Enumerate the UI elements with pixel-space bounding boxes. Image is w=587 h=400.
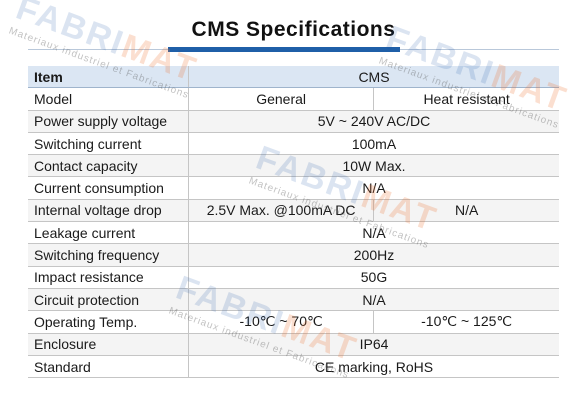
row-label: Switching frequency xyxy=(28,243,189,267)
table-row: Contact capacity 10W Max. xyxy=(28,154,559,178)
row-value: 10W Max. xyxy=(188,154,559,178)
table-row: Enclosure IP64 xyxy=(28,333,559,356)
row-value: N/A xyxy=(188,288,559,312)
row-value: N/A xyxy=(373,199,559,223)
table-row: Internal voltage drop 2.5V Max. @100mA DC… xyxy=(28,199,559,223)
table-row: Standard CE marking, RoHS xyxy=(28,355,559,379)
row-value: 200Hz xyxy=(188,243,559,267)
table-row: Switching current 100mA xyxy=(28,132,559,156)
row-value: -10℃ ~ 70℃ xyxy=(187,310,374,334)
title-underline-bar xyxy=(168,47,400,52)
row-label: Standard xyxy=(28,355,189,379)
row-label: Circuit protection xyxy=(28,288,189,312)
table-row: Leakage current N/A xyxy=(28,221,559,245)
table-header-row: Item CMS xyxy=(28,66,559,89)
table-row: Power supply voltage 5V ~ 240V AC/DC xyxy=(28,110,559,133)
row-value: N/A xyxy=(188,221,559,245)
row-value: 100mA xyxy=(188,132,559,156)
row-label: Current consumption xyxy=(28,176,189,200)
row-label: Model xyxy=(28,87,189,111)
row-value: IP64 xyxy=(188,333,559,356)
row-value: General xyxy=(187,87,374,111)
header-cms-label: CMS xyxy=(188,66,559,89)
header-item-label: Item xyxy=(28,66,189,89)
row-value: CE marking, RoHS xyxy=(188,355,559,379)
row-label: Impact resistance xyxy=(28,266,189,289)
table-row: Impact resistance 50G xyxy=(28,266,559,289)
table-row: Model General Heat resistant xyxy=(28,87,559,111)
row-value: -10℃ ~ 125℃ xyxy=(373,310,559,334)
row-value: 5V ~ 240V AC/DC xyxy=(188,110,559,133)
spec-table: Item CMS Model General Heat resistant Power… xyxy=(28,66,559,379)
row-label: Power supply voltage xyxy=(28,110,189,133)
row-label: Operating Temp. xyxy=(28,310,189,334)
table-row: Operating Temp. -10℃ ~ 70℃ -10℃ ~ 125℃ xyxy=(28,310,559,334)
row-label: Switching current xyxy=(28,132,189,156)
row-label: Leakage current xyxy=(28,221,189,245)
page-title: CMS Specifications xyxy=(191,18,396,41)
table-row: Current consumption N/A xyxy=(28,176,559,200)
row-label: Contact capacity xyxy=(28,154,189,178)
row-value: N/A xyxy=(188,176,559,200)
row-value: 2.5V Max. @100mA DC xyxy=(187,199,374,223)
row-value: Heat resistant xyxy=(373,87,559,111)
row-label: Internal voltage drop xyxy=(28,199,189,223)
table-row: Circuit protection N/A xyxy=(28,288,559,312)
row-value: 50G xyxy=(188,266,559,289)
table-row: Switching frequency 200Hz xyxy=(28,243,559,267)
row-label: Enclosure xyxy=(28,333,189,356)
